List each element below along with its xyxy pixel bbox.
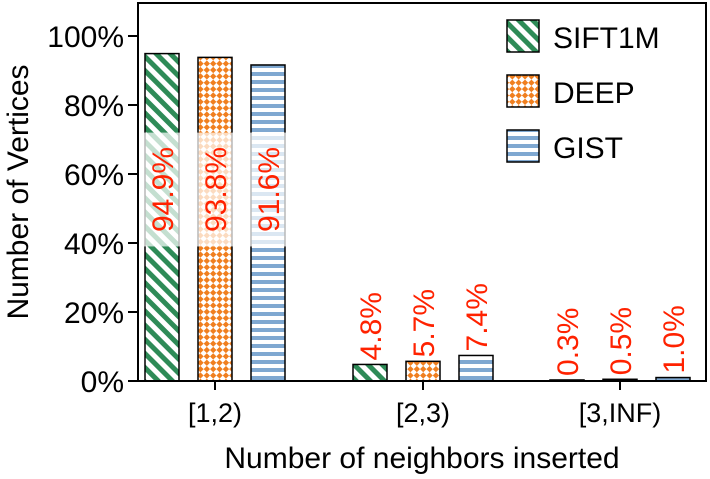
y-tick-label-20: 20%	[64, 297, 124, 330]
y-axis-label: Number of Vertices	[2, 64, 35, 319]
y-axis: 0% 20% 40% 60% 80% 100%	[47, 21, 138, 399]
y-tick-label-40: 40%	[64, 228, 124, 261]
x-tick-label-1: [2,3)	[396, 398, 450, 428]
legend-swatch-deep	[506, 74, 540, 108]
legend-label-sift1m: SIFT1M	[553, 22, 660, 55]
value-label-deep-0: 93.8%	[200, 147, 233, 232]
legend-label-deep: DEEP	[553, 77, 635, 110]
y-tick-label-0: 0%	[81, 366, 124, 399]
y-tick-label-80: 80%	[64, 90, 124, 123]
value-label-sift1m-2: 0.3%	[552, 308, 585, 376]
value-label-deep-2: 0.5%	[605, 307, 638, 375]
legend-label-gist: GIST	[553, 132, 623, 165]
bar-deep-1	[405, 360, 441, 382]
legend: SIFT1M DEEP GIST	[506, 19, 660, 165]
legend-swatch-sift1m	[506, 19, 540, 53]
value-label-gist-1: 7.4%	[461, 283, 494, 351]
y-tick-label-60: 60%	[64, 159, 124, 192]
x-axis: [1,2) [2,3) [3,INF)	[188, 381, 661, 428]
value-label-gist-0: 91.6%	[253, 147, 286, 232]
x-tick-label-2: [3,INF)	[579, 398, 662, 428]
value-label-gist-2: 1.0%	[658, 305, 691, 373]
y-tick-label-100: 100%	[47, 21, 124, 54]
value-label-sift1m-1: 4.8%	[355, 292, 388, 360]
value-labels-group: 94.9% 4.8% 0.3% 93.8% 5.7% 0.5% 91.6% 7.4% 1.0%	[140, 132, 691, 376]
bar-sift1m-1	[352, 363, 388, 382]
legend-swatch-gist	[506, 129, 540, 163]
label-highlight-band	[140, 132, 298, 247]
x-axis-label: Number of neighbors inserted	[224, 442, 619, 475]
bar-gist-1	[458, 354, 494, 382]
value-label-sift1m-0: 94.9%	[147, 147, 180, 232]
value-label-deep-1: 5.7%	[408, 289, 441, 357]
x-tick-label-0: [1,2)	[188, 398, 242, 428]
